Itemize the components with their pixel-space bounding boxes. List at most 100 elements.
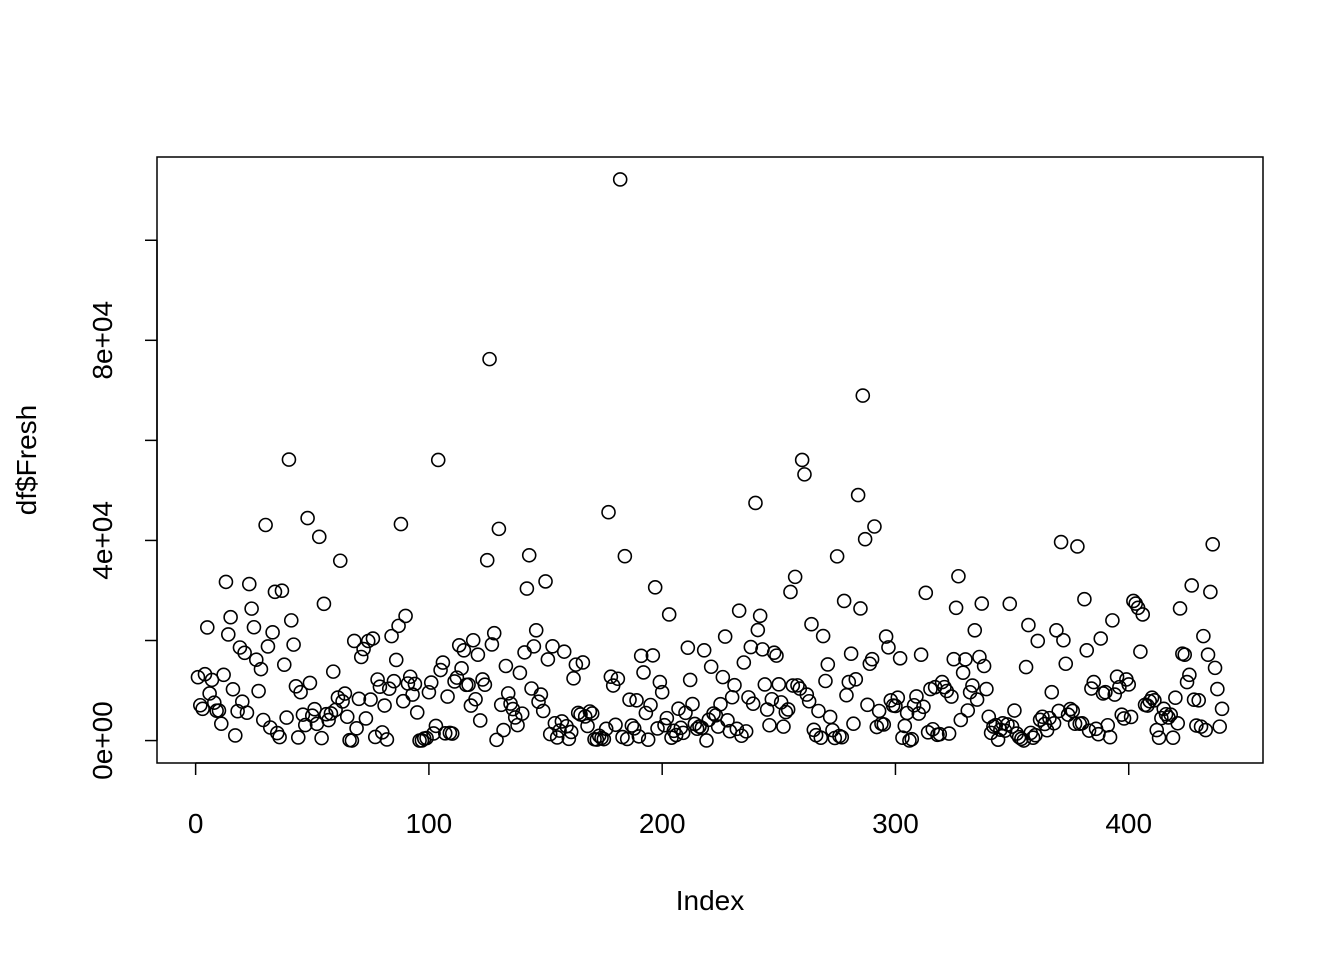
- point: [213, 716, 229, 732]
- point: [293, 684, 308, 700]
- point: [764, 691, 780, 707]
- point: [738, 724, 754, 739]
- point: [524, 681, 539, 696]
- point: [444, 726, 460, 741]
- point: [1086, 674, 1102, 690]
- point: [848, 672, 864, 687]
- point: [1081, 723, 1097, 738]
- point: [1058, 656, 1074, 672]
- point: [937, 679, 952, 695]
- point: [1196, 628, 1211, 644]
- point: [1198, 722, 1214, 738]
- point: [244, 601, 259, 616]
- point: [1144, 690, 1160, 706]
- point: [465, 632, 481, 648]
- point: [972, 649, 987, 665]
- point: [239, 705, 255, 721]
- point: [482, 351, 497, 367]
- point: [829, 549, 845, 564]
- point: [568, 657, 584, 672]
- point: [1030, 633, 1046, 649]
- point: [540, 652, 556, 667]
- point: [771, 677, 787, 692]
- point: [484, 637, 500, 652]
- point: [794, 452, 810, 468]
- point: [253, 661, 269, 677]
- point: [958, 652, 973, 667]
- point: [678, 705, 693, 721]
- point: [890, 690, 906, 706]
- point: [1116, 711, 1132, 726]
- point: [752, 608, 768, 624]
- x-tick-label: 300: [872, 808, 919, 839]
- point: [696, 642, 712, 658]
- point: [703, 659, 719, 675]
- point: [1035, 709, 1050, 725]
- point: [1205, 537, 1221, 552]
- point: [489, 732, 504, 748]
- point: [391, 618, 406, 634]
- point: [713, 696, 728, 712]
- point: [797, 467, 812, 482]
- point: [745, 696, 761, 712]
- point: [650, 721, 665, 736]
- point: [577, 709, 593, 724]
- point: [685, 696, 700, 712]
- point: [190, 669, 206, 685]
- point: [505, 701, 521, 717]
- x-tick-label: 400: [1105, 808, 1152, 839]
- point: [608, 717, 623, 733]
- point: [549, 730, 565, 745]
- point: [363, 692, 378, 707]
- point: [953, 712, 969, 728]
- point: [734, 728, 749, 744]
- point: [617, 548, 633, 564]
- point: [967, 623, 983, 638]
- point: [699, 733, 714, 748]
- point: [736, 655, 752, 670]
- point: [267, 584, 283, 600]
- point: [706, 706, 721, 721]
- point: [645, 648, 661, 663]
- point: [526, 639, 542, 654]
- point: [337, 686, 353, 701]
- point: [374, 725, 390, 740]
- point: [1133, 644, 1148, 659]
- point: [255, 712, 271, 728]
- y-axis-label: df$Fresh: [11, 405, 42, 516]
- point: [638, 705, 654, 721]
- point: [1149, 722, 1165, 738]
- point: [449, 670, 465, 685]
- point: [853, 601, 868, 616]
- point: [811, 703, 826, 719]
- point: [969, 692, 985, 707]
- point: [841, 674, 857, 690]
- point: [668, 727, 684, 743]
- point: [276, 657, 292, 672]
- point: [731, 603, 747, 618]
- point: [1025, 730, 1041, 745]
- point: [356, 641, 371, 657]
- point: [192, 697, 208, 713]
- point: [1063, 701, 1078, 717]
- point: [990, 732, 1006, 747]
- point: [283, 613, 299, 628]
- point: [857, 531, 873, 547]
- point: [946, 651, 962, 667]
- point: [1214, 701, 1230, 717]
- point: [671, 701, 686, 716]
- point: [1067, 716, 1083, 732]
- point: [199, 620, 215, 635]
- point: [979, 681, 994, 697]
- point: [491, 521, 507, 537]
- point: [461, 677, 476, 692]
- point: [346, 633, 362, 649]
- point: [321, 712, 336, 728]
- point: [479, 552, 495, 568]
- point: [680, 640, 696, 655]
- point: [370, 672, 385, 687]
- point: [1154, 710, 1169, 726]
- point: [640, 732, 656, 747]
- point: [909, 689, 924, 704]
- point: [603, 669, 619, 685]
